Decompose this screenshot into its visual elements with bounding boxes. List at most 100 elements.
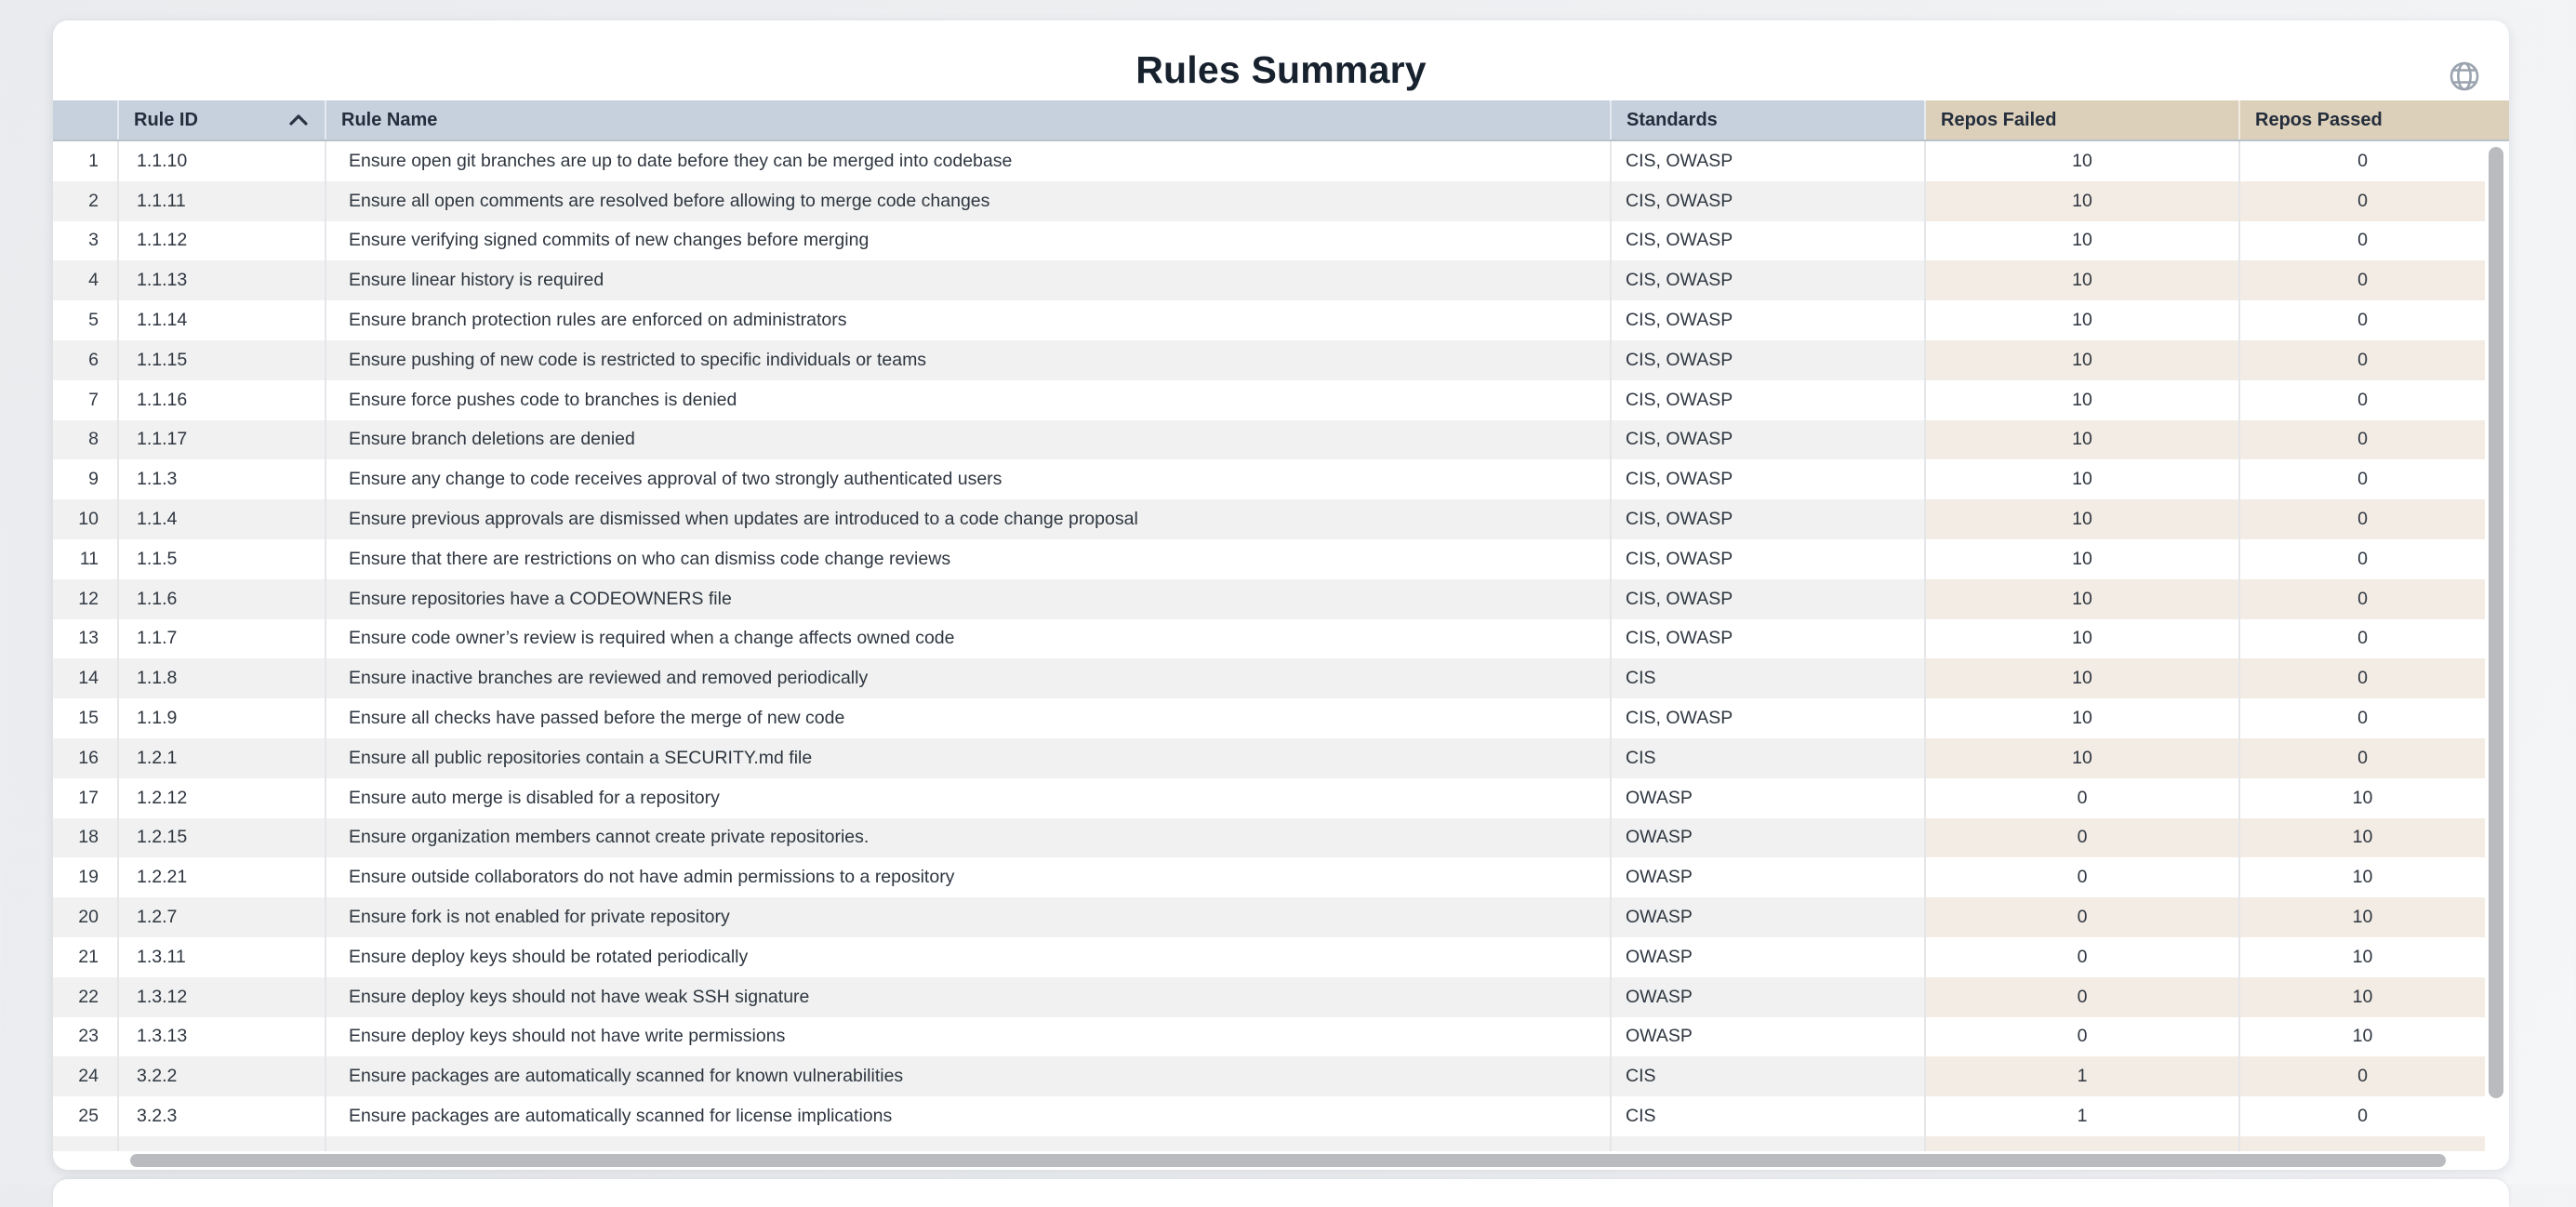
column-header-repos-passed[interactable]: Repos Passed: [2240, 100, 2509, 139]
table-row[interactable]: 13 1.1.7 Ensure code owner’s review is req…: [53, 618, 2485, 659]
cell-index: 17: [53, 777, 119, 818]
column-header-rule-name[interactable]: Rule Name: [326, 100, 1612, 139]
table-row[interactable]: 2 1.1.11 Ensure all open comments are reso…: [53, 180, 2485, 221]
cell-repos-failed: 10: [1926, 180, 2240, 221]
cell-index: 6: [53, 339, 119, 380]
cell-index: 24: [53, 1056, 119, 1097]
cell-repos-failed: 10: [1926, 737, 2240, 778]
cell-rule-id: 1.1.9: [119, 698, 326, 738]
cell-repos-passed: 0: [2240, 618, 2485, 659]
cell-rule-name: Ensure deploy keys should not have write…: [326, 1016, 1612, 1057]
cell-standards: CIS, OWASP: [1612, 379, 1926, 420]
table-row[interactable]: 14 1.1.8 Ensure inactive branches are revi…: [53, 658, 2485, 699]
cell-repos-failed: 10: [1926, 578, 2240, 619]
cell-standards: CIS, OWASP: [1612, 538, 1926, 579]
cell-rule-name: Ensure deploy keys should be rotated per…: [326, 936, 1612, 977]
table-row[interactable]: 4 1.1.13 Ensure linear history is required…: [53, 260, 2485, 301]
horizontal-scrollbar[interactable]: [53, 1151, 2509, 1170]
cell-rule-id: 1.2.1: [119, 737, 326, 778]
cell-repos-failed: 10: [1926, 419, 2240, 460]
table-row[interactable]: 16 1.2.1 Ensure all public repositories co…: [53, 737, 2485, 778]
table-row[interactable]: 20 1.2.7 Ensure fork is not enabled for pr…: [53, 897, 2485, 937]
cell-rule-id: 1.1.14: [119, 300, 326, 340]
cell-repos-failed: 10: [1926, 698, 2240, 738]
cell-index: 8: [53, 419, 119, 460]
cell-repos-passed: 10: [2240, 817, 2485, 858]
cell-rule-id: 1.1.3: [119, 459, 326, 500]
cell-standards: CIS, OWASP: [1612, 339, 1926, 380]
cell-index: 3: [53, 220, 119, 261]
cell-rule-id: 1.1.12: [119, 220, 326, 261]
table-row[interactable]: 12 1.1.6 Ensure repositories have a CODEOW…: [53, 578, 2485, 619]
cell-rule-id: 1.1.8: [119, 658, 326, 699]
cell-rule-name: Ensure verifying signed commits of new c…: [326, 220, 1612, 261]
cell-repos-failed: 0: [1926, 1016, 2240, 1057]
cell-repos-passed: 0: [2240, 339, 2485, 380]
cell-index: 22: [53, 976, 119, 1017]
cell-rule-id: 1.1.15: [119, 339, 326, 380]
table-row[interactable]: 22 1.3.12 Ensure deploy keys should not ha…: [53, 976, 2485, 1017]
table-row[interactable]: 11 1.1.5 Ensure that there are restriction…: [53, 538, 2485, 579]
cell-rule-id: 1.1.10: [119, 141, 326, 181]
table-row[interactable]: 3 1.1.12 Ensure verifying signed commits o…: [53, 220, 2485, 261]
globe-icon[interactable]: [2448, 60, 2481, 93]
table-row[interactable]: 7 1.1.16 Ensure force pushes code to branc…: [53, 379, 2485, 420]
table-row[interactable]: 18 1.2.15 Ensure organization members cann…: [53, 817, 2485, 858]
cell-rule-id: 3.2.2: [119, 1056, 326, 1097]
vertical-scrollbar[interactable]: [2485, 141, 2509, 1151]
column-header-rule-id[interactable]: Rule ID: [119, 100, 326, 139]
table-row[interactable]: 21 1.3.11 Ensure deploy keys should be rot…: [53, 936, 2485, 977]
table-row[interactable]: 25 3.2.3 Ensure packages are automatically…: [53, 1096, 2485, 1136]
vertical-scrollbar-thumb[interactable]: [2489, 147, 2503, 1098]
table-row[interactable]: 23 1.3.13 Ensure deploy keys should not ha…: [53, 1016, 2485, 1057]
cell-index: 9: [53, 459, 119, 500]
cell-rule-name: Ensure linear history is required: [326, 260, 1612, 301]
table-row[interactable]: 9 1.1.3 Ensure any change to code receives…: [53, 459, 2485, 500]
table-row[interactable]: 15 1.1.9 Ensure all checks have passed bef…: [53, 698, 2485, 738]
column-header-rule-id-label: Rule ID: [134, 109, 198, 130]
table-row[interactable]: 17 1.2.12 Ensure auto merge is disabled fo…: [53, 777, 2485, 818]
table-row[interactable]: 19 1.2.21 Ensure outside collaborators do …: [53, 857, 2485, 898]
table-row[interactable]: 6 1.1.15 Ensure pushing of new code is res…: [53, 339, 2485, 380]
cell-rule-name: Ensure deploy keys should not have weak …: [326, 976, 1612, 1017]
cell-repos-passed: 10: [2240, 777, 2485, 818]
table-row[interactable]: 24 3.2.2 Ensure packages are automatically…: [53, 1056, 2485, 1097]
cell-repos-failed: 0: [1926, 777, 2240, 818]
cell-index: 12: [53, 578, 119, 619]
cell-rule-name: Ensure repositories have a CODEOWNERS fi…: [326, 578, 1612, 619]
table-row[interactable]: 5 1.1.14 Ensure branch protection rules ar…: [53, 300, 2485, 340]
cell-rule-id: 1.3.12: [119, 976, 326, 1017]
table-row[interactable]: 1 1.1.10 Ensure open git branches are up t…: [53, 141, 2485, 181]
sort-ascending-icon: [287, 112, 310, 128]
cell-rule-id: 3.2.3: [119, 1096, 326, 1136]
cell-rule-id: 1.3.11: [119, 936, 326, 977]
column-header-index: [53, 100, 119, 139]
cell-repos-passed: 0: [2240, 379, 2485, 420]
cell-standards: CIS, OWASP: [1612, 260, 1926, 301]
cell-rule-name: Ensure packages are automatically scanne…: [326, 1096, 1612, 1136]
cell-repos-failed: 1: [1926, 1096, 2240, 1136]
table-row[interactable]: 10 1.1.4 Ensure previous approvals are dis…: [53, 499, 2485, 539]
cell-standards: CIS, OWASP: [1612, 141, 1926, 181]
cell-index: 10: [53, 499, 119, 539]
cell-repos-passed: 0: [2240, 1056, 2485, 1097]
column-header-standards[interactable]: Standards: [1612, 100, 1926, 139]
table-row[interactable]: 8 1.1.17 Ensure branch deletions are denie…: [53, 419, 2485, 460]
cell-rule-name: Ensure branch deletions are denied: [326, 419, 1612, 460]
cell-repos-passed: 0: [2240, 538, 2485, 579]
column-header-repos-failed[interactable]: Repos Failed: [1926, 100, 2240, 139]
cell-repos-passed: 0: [2240, 180, 2485, 221]
cell-standards: OWASP: [1612, 976, 1926, 1017]
cell-rule-name: Ensure all open comments are resolved be…: [326, 180, 1612, 221]
cell-repos-failed: 10: [1926, 459, 2240, 500]
cell-index: 1: [53, 141, 119, 181]
cell-standards: CIS, OWASP: [1612, 578, 1926, 619]
cell-rule-name: Ensure organization members cannot creat…: [326, 817, 1612, 858]
cell-rule-id: 1.1.6: [119, 578, 326, 619]
horizontal-scrollbar-thumb[interactable]: [130, 1154, 2446, 1167]
cell-rule-id: 1.2.7: [119, 897, 326, 937]
cell-standards: CIS, OWASP: [1612, 698, 1926, 738]
cell-repos-passed: 0: [2240, 220, 2485, 261]
cell-standards: CIS, OWASP: [1612, 180, 1926, 221]
